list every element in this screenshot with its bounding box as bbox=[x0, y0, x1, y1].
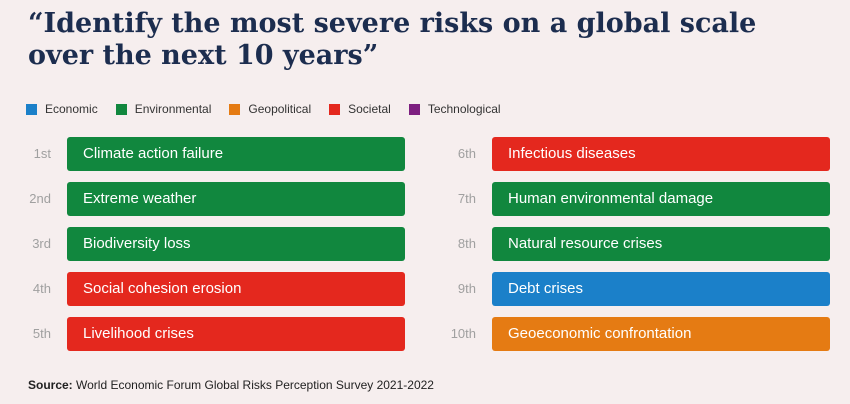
source-note: Source: World Economic Forum Global Risk… bbox=[28, 378, 434, 392]
risk-bar: Livelihood crises bbox=[67, 317, 405, 351]
rank-label: 9th bbox=[457, 281, 476, 296]
legend-swatch bbox=[229, 103, 241, 115]
rank-label: 7th bbox=[457, 191, 476, 206]
legend-label: Technological bbox=[427, 102, 501, 116]
legend-label: Environmental bbox=[134, 102, 212, 116]
rank-label: 5th bbox=[32, 326, 51, 341]
chart-title: “Identify the most severe risks on a glo… bbox=[28, 8, 757, 71]
risk-bar: Social cohesion erosion bbox=[67, 272, 405, 306]
legend-swatch bbox=[408, 103, 420, 115]
source-text: World Economic Forum Global Risks Percep… bbox=[72, 378, 434, 392]
rank-label: 3rd bbox=[32, 236, 51, 251]
source-prefix: Source: bbox=[28, 378, 73, 392]
risk-bar: Human environmental damage bbox=[492, 182, 830, 216]
legend-label: Societal bbox=[348, 102, 391, 116]
legend-item-technological: Technological bbox=[408, 102, 501, 116]
legend-item-societal: Societal bbox=[329, 102, 391, 116]
risk-bar: Debt crises bbox=[492, 272, 830, 306]
legend-label: Economic bbox=[45, 102, 98, 116]
rank-label: 4th bbox=[32, 281, 51, 296]
rank-label: 1st bbox=[33, 146, 51, 161]
risk-bar: Geoeconomic confrontation bbox=[492, 317, 830, 351]
rank-label: 6th bbox=[457, 146, 476, 161]
rank-label: 8th bbox=[457, 236, 476, 251]
legend-item-geopolitical: Geopolitical bbox=[229, 102, 311, 116]
risk-bar: Infectious diseases bbox=[492, 137, 830, 171]
legend-item-economic: Economic bbox=[26, 102, 98, 116]
legend: Economic Environmental Geopolitical Societa… bbox=[26, 101, 519, 117]
legend-item-environmental: Environmental bbox=[115, 102, 212, 116]
legend-label: Geopolitical bbox=[248, 102, 312, 116]
risk-bar: Natural resource crises bbox=[492, 227, 830, 261]
risk-bar: Biodiversity loss bbox=[67, 227, 405, 261]
legend-swatch bbox=[115, 103, 127, 115]
rank-label: 10th bbox=[450, 326, 476, 341]
legend-swatch bbox=[26, 103, 37, 115]
rank-label: 2nd bbox=[29, 191, 51, 206]
risk-bar: Extreme weather bbox=[67, 182, 405, 216]
legend-swatch bbox=[329, 103, 341, 115]
risk-bar: Climate action failure bbox=[67, 137, 405, 171]
